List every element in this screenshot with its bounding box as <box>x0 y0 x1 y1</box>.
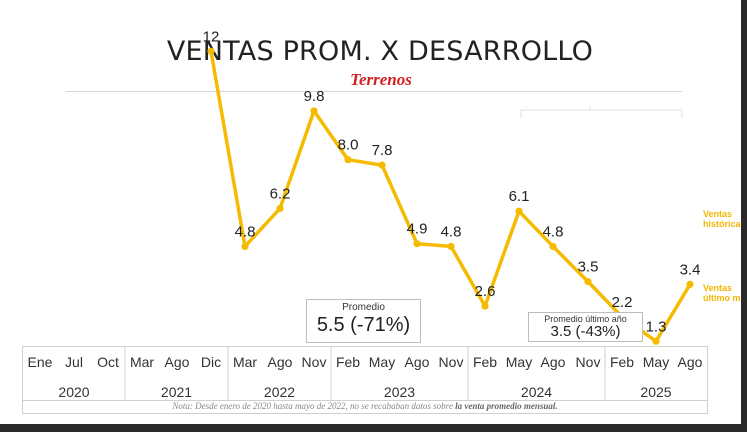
month-tick-label: Ago <box>404 354 430 370</box>
last-year-average-box: Promedio último año 3.5 (-43%) <box>528 312 643 342</box>
data-point <box>515 207 523 215</box>
footnote-text: Nota: Desde enero de 2020 hasta mayo de … <box>172 401 456 411</box>
data-point <box>652 337 660 345</box>
data-point <box>241 242 249 251</box>
data-label: 6.1 <box>509 188 530 205</box>
month-tick-label: Nov <box>438 354 464 370</box>
month-tick-label: Nov <box>575 354 601 370</box>
data-point <box>447 242 455 251</box>
data-label: 4.9 <box>407 221 428 238</box>
year-label: 2023 <box>383 384 416 400</box>
data-label: 3.4 <box>680 261 701 278</box>
month-tick-label: Ene <box>27 354 53 370</box>
month-tick-label: Ago <box>164 354 190 370</box>
data-label: 7.8 <box>372 142 393 159</box>
line-chart: 12 4.8 6.2 9.8 8.0 7.8 4.9 4.8 2.6 6.1 4.8 3.5 2.2 1.… <box>22 28 708 401</box>
legend-last-month-line1: Ventas <box>703 283 733 293</box>
month-tick-label: Feb <box>335 354 361 370</box>
data-point <box>686 280 694 288</box>
month-tick-label: May <box>505 354 533 370</box>
year-label: 2024 <box>520 384 553 400</box>
overall-average-label: Promedio <box>342 302 385 313</box>
legend-historic-line2: histórica <box>703 219 741 229</box>
data-label: 4.8 <box>441 223 462 240</box>
month-tick-label: Mar <box>232 354 258 370</box>
data-point <box>378 161 386 169</box>
year-label: 2025 <box>640 384 672 400</box>
footnote-emphasis: la venta promedio mensual. <box>455 401 558 411</box>
data-point <box>207 47 215 55</box>
data-label: 9.8 <box>304 88 325 105</box>
data-point <box>310 107 318 115</box>
month-tick-label: Ago <box>540 354 566 370</box>
slide: VENTAS PROM. X DESARROLLO Terrenos 12 4.8… <box>0 0 741 424</box>
data-label: 12 <box>203 28 220 45</box>
month-tick-label: Ago <box>677 354 703 370</box>
last-year-average-label: Promedio último año <box>544 314 627 324</box>
month-tick-label: Oct <box>97 354 119 370</box>
legend-historic: Ventas histórica <box>703 209 741 229</box>
month-tick-label: Nov <box>301 354 327 370</box>
data-label: 4.8 <box>543 223 564 240</box>
data-point <box>344 156 352 164</box>
month-tick-label: Jul <box>65 354 83 370</box>
year-label: 2022 <box>263 384 296 400</box>
data-point <box>584 278 592 286</box>
data-point <box>413 240 421 248</box>
data-label: 4.8 <box>235 223 256 240</box>
chart-subtitle: Terrenos <box>350 70 412 89</box>
month-tick-label: Feb <box>472 354 498 370</box>
footnote: Nota: Desde enero de 2020 hasta mayo de … <box>22 401 708 411</box>
legend-last-month-line2: último m <box>703 293 741 303</box>
x-axis-table <box>22 346 708 414</box>
legend-bracket <box>520 106 683 118</box>
overall-average-value: 5.5 (-71%) <box>316 314 411 336</box>
month-tick-label: May <box>368 354 396 370</box>
chart-title: VENTAS PROM. X DESARROLLO <box>166 36 594 67</box>
year-label: 2020 <box>58 384 90 400</box>
data-point <box>549 242 557 251</box>
last-year-average-value: 3.5 (-43%) <box>550 323 621 340</box>
overall-average-box: Promedio 5.5 (-71%) <box>306 299 421 343</box>
data-point <box>481 302 489 310</box>
data-label: 8.0 <box>338 137 359 154</box>
month-tick-label: Feb <box>609 354 635 370</box>
data-point <box>276 204 284 213</box>
data-label: 2.6 <box>475 283 496 300</box>
month-tick-label: Ago <box>267 354 293 370</box>
data-label: 2.2 <box>612 294 633 311</box>
data-label: 6.2 <box>270 185 291 202</box>
data-label: 3.5 <box>578 259 599 276</box>
month-tick-label: May <box>642 354 670 370</box>
title-divider <box>66 91 682 92</box>
month-tick-label: Mar <box>129 354 155 370</box>
legend-historic-line1: Ventas <box>703 209 733 219</box>
legend-last-month: Ventas último m <box>703 283 741 303</box>
year-label: 2021 <box>160 384 193 400</box>
data-label: 1.3 <box>646 318 667 335</box>
month-tick-label: Dic <box>200 354 222 370</box>
